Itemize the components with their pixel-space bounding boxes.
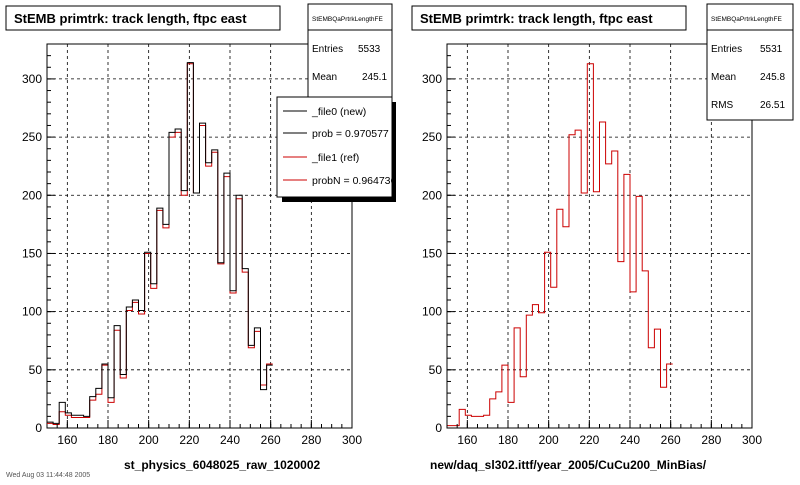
right-stats-entries-value: 5531 [760,44,783,55]
left-x-tick-label: 300 [342,433,362,447]
left-y-tick-label: 100 [22,305,42,319]
right-y-tick-label: 150 [422,246,442,260]
right-y-tick-label: 100 [422,305,442,319]
left-y-tick-label: 300 [22,72,42,86]
right-stats-box-frame [706,3,794,121]
left-histogram-panel: StEMB primtrk: track length, ftpc east 1… [5,3,397,472]
right-x-tick-label: 280 [701,433,721,447]
legend-entry-prob: prob = 0.970577 [312,128,389,140]
legend-entry-probn: probN = 0.964736 [312,175,397,187]
right-series-ref [447,63,673,427]
left-x-tick-label: 280 [301,433,321,447]
left-x-axis-label: st_physics_6048025_raw_1020002 [124,458,320,472]
legend-entry-new: _file0 (new) [311,106,366,118]
left-y-tick-label: 50 [29,363,43,377]
right-x-tick-label: 200 [539,433,559,447]
left-title: StEMB primtrk: track length, ftpc east [14,11,247,26]
right-y-tick-label: 200 [422,188,442,202]
right-stats-rms-label: RMS [711,100,734,111]
footer-timestamp: Wed Aug 03 11:44:48 2005 [6,472,90,479]
left-stats-mean-value: 245.1 [362,72,387,83]
right-title: StEMB primtrk: track length, ftpc east [420,11,653,26]
left-x-tick-label: 180 [98,433,118,447]
left-series-file0-new [47,62,273,424]
right-y-tick-label: 300 [422,72,442,86]
left-y-tick-label: 0 [35,421,42,435]
right-x-tick-label: 260 [661,433,681,447]
right-stats-box: StEMBQaPrtrkLengthFE Entries 5531 Mean 2… [706,3,794,121]
right-y-tick-label: 50 [429,363,443,377]
right-x-axis-label: new/daq_sl302.ittf/year_2005/CuCu200_Min… [430,458,707,472]
right-x-tick-label: 160 [457,433,477,447]
left-x-tick-label: 240 [220,433,240,447]
left-stats-entries-value: 5533 [358,44,381,55]
right-plot-area: 160 180 200 220 240 260 280 300 0 50 100 150 200 250 3… [422,43,762,447]
left-y-tick-label: 150 [22,246,42,260]
left-x-tick-label: 220 [179,433,199,447]
right-y-tick-label: 250 [422,130,442,144]
left-stats-mean-label: Mean [312,72,337,83]
right-stats-mean-value: 245.8 [760,72,785,83]
right-plot-frame [446,43,753,429]
right-stats-title: StEMBQaPrtrkLengthFE [711,16,782,23]
left-y-tick-label: 250 [22,130,42,144]
left-x-tick-label: 160 [57,433,77,447]
right-stats-entries-label: Entries [711,44,742,55]
right-y-tick-label: 0 [435,421,442,435]
left-y-tick-label: 200 [22,188,42,202]
right-x-tick-label: 240 [620,433,640,447]
right-stats-rms-value: 26.51 [760,100,785,111]
right-histogram-panel: StEMB primtrk: track length, ftpc east 1… [411,3,794,472]
left-stats-title: StEMBQaPrtrkLengthFE [312,16,383,23]
left-x-tick-label: 200 [139,433,159,447]
left-x-tick-label: 260 [261,433,281,447]
left-stats-entries-label: Entries [312,44,343,55]
right-x-tick-label: 220 [579,433,599,447]
legend-entry-ref: _file1 (ref) [311,152,359,164]
right-stats-mean-label: Mean [711,72,736,83]
left-title-box [5,5,281,31]
right-x-tick-label: 300 [742,433,762,447]
right-title-box [411,5,687,31]
left-legend: _file0 (new) prob = 0.970577 _file1 (ref… [276,96,397,202]
right-x-tick-label: 180 [498,433,518,447]
